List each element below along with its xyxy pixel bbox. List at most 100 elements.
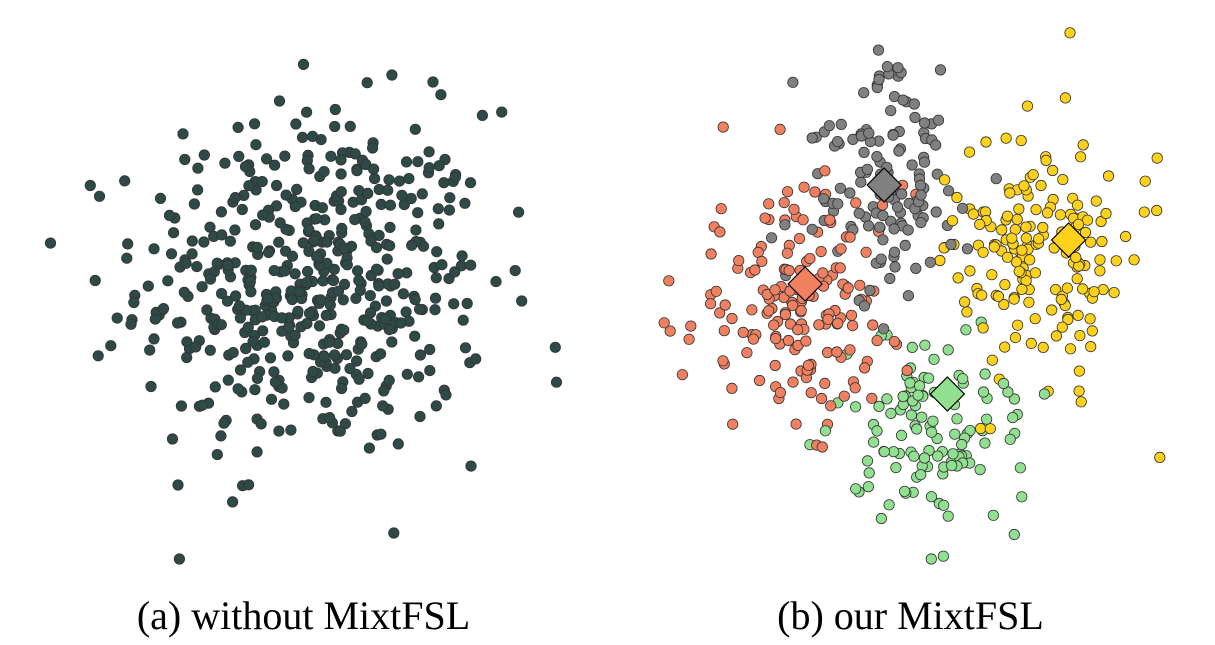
scatter-point <box>448 298 460 310</box>
scatter-point <box>746 304 758 316</box>
scatter-point <box>222 374 234 386</box>
scatter-point <box>1062 313 1074 326</box>
scatter-point <box>350 355 363 367</box>
scatter-point <box>1075 396 1087 408</box>
scatter-point <box>714 307 726 319</box>
scatter-point <box>862 220 875 232</box>
scatter-point <box>335 186 347 198</box>
scatter-point <box>1018 180 1030 192</box>
scatter-point <box>930 206 942 218</box>
scatter-point <box>927 415 939 427</box>
scatter-point <box>349 148 361 160</box>
scatter-point <box>285 424 297 436</box>
scatter-point <box>717 121 729 133</box>
scatter-point <box>942 510 954 522</box>
scatter-point <box>999 278 1011 291</box>
scatter-point <box>964 424 976 437</box>
scatter-point <box>338 242 350 254</box>
scatter-point <box>1128 254 1140 266</box>
scatter-point <box>1037 221 1049 234</box>
scatter-point <box>916 411 928 423</box>
scatter-point <box>242 356 254 368</box>
scatter-point <box>877 323 890 335</box>
scatter-point <box>105 340 117 352</box>
scatter-point <box>409 123 421 135</box>
scatter-point <box>863 127 875 139</box>
scatter-point <box>1119 230 1132 243</box>
scatter-point <box>251 372 263 384</box>
scatter-point <box>860 246 872 258</box>
scatter-point <box>859 362 871 374</box>
scatter-point <box>967 208 979 220</box>
scatter-point <box>979 437 991 449</box>
prototype-marker-gray <box>866 167 902 203</box>
scatter-point <box>1011 213 1023 225</box>
scatter-point <box>809 186 821 198</box>
scatter-point <box>148 243 160 255</box>
scatter-point <box>887 446 900 458</box>
scatter-point <box>148 333 160 345</box>
scatter-point <box>192 184 204 196</box>
scatter-point <box>1077 139 1089 151</box>
scatter-point <box>359 216 371 228</box>
scatter-point <box>942 344 954 356</box>
scatter-point <box>871 334 883 347</box>
scatter-point <box>550 376 563 388</box>
scatter-point <box>465 460 477 472</box>
scatter-point <box>366 142 379 154</box>
scatter-point <box>289 200 301 213</box>
scatter-point <box>918 156 931 168</box>
scatter-point <box>338 324 350 336</box>
scatter-point <box>986 269 998 281</box>
scatter-point <box>240 342 252 355</box>
scatter-point <box>977 322 989 334</box>
scatter-point <box>300 106 313 118</box>
prototype-marker-green <box>929 376 966 412</box>
scatter-point <box>429 304 441 316</box>
scatter-point <box>44 237 57 249</box>
scatter-point <box>307 365 319 378</box>
scatter-point <box>186 235 198 247</box>
scatter-point <box>1004 187 1016 199</box>
scatter-point <box>854 279 866 291</box>
scatter-point <box>727 418 739 430</box>
scatter-point <box>897 94 909 106</box>
scatter-point <box>1030 204 1042 216</box>
scatter-point <box>297 58 310 71</box>
scatter-point <box>1021 100 1034 112</box>
scatter-point <box>368 173 381 185</box>
scatter-point <box>924 256 936 268</box>
scatter-point <box>382 184 394 196</box>
scatter-point <box>878 446 890 458</box>
scatter-point <box>476 109 488 122</box>
scatter-point <box>383 374 395 386</box>
scatter-point <box>201 304 213 316</box>
scatter-point <box>908 98 920 110</box>
scatter-point <box>310 213 323 225</box>
scatter-point <box>875 512 887 525</box>
scatter-point <box>144 344 156 356</box>
scatter-point <box>937 550 949 562</box>
scatter-point <box>190 341 202 353</box>
scatter-point <box>787 376 799 388</box>
scatter-point <box>414 349 426 361</box>
scatter-point <box>406 239 418 251</box>
scatter-point <box>881 60 893 73</box>
scatter-point <box>1139 175 1151 187</box>
scatter-point <box>818 193 830 205</box>
scatter-point <box>173 553 185 565</box>
scatter-point <box>960 324 972 336</box>
scatter-point <box>233 150 245 162</box>
scatter-point <box>230 290 242 302</box>
scatter-point <box>805 387 817 399</box>
scatter-point <box>383 323 395 336</box>
scatter-point <box>249 384 261 396</box>
scatter-point <box>873 221 886 233</box>
scatter-point <box>392 438 404 450</box>
scatter-point <box>817 267 829 279</box>
scatter-point <box>250 139 262 151</box>
scatter-point <box>1154 451 1166 463</box>
scatter-point <box>233 300 246 312</box>
scatter-point <box>819 425 831 437</box>
scatter-point <box>804 253 816 265</box>
